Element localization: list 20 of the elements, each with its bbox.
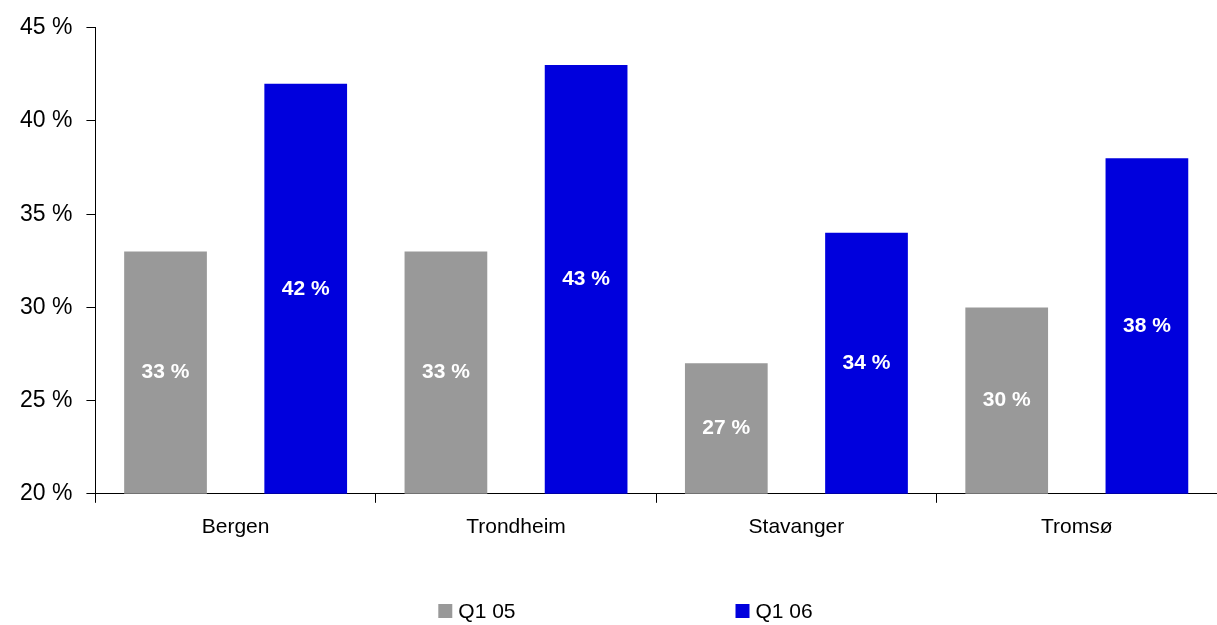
data-label: 30 % (982, 387, 1031, 411)
x-tick-label: Trondheim (466, 514, 566, 538)
data-label: 43 % (562, 266, 611, 290)
data-label: 42 % (281, 275, 330, 299)
y-tick-label: 40 % (19, 106, 73, 133)
data-label: 34 % (842, 350, 891, 374)
x-tick-label: Stavanger (748, 514, 845, 538)
data-label: 38 % (1122, 312, 1172, 336)
data-label: 33 % (421, 359, 471, 383)
y-tick-label: 20 % (19, 479, 73, 506)
y-tick-label: 35 % (19, 199, 73, 226)
y-tick-label: 25 % (19, 385, 73, 412)
data-label: 33 % (141, 359, 190, 383)
y-tick-label: 45 % (19, 13, 73, 40)
legend-label: Q1 06 (755, 598, 813, 622)
legend-label: Q1 05 (458, 598, 516, 622)
data-label: 27 % (702, 415, 751, 439)
y-tick-label: 30 % (19, 292, 73, 319)
x-tick-label: Tromsø (1041, 514, 1113, 538)
x-tick-label: Bergen (201, 514, 270, 538)
